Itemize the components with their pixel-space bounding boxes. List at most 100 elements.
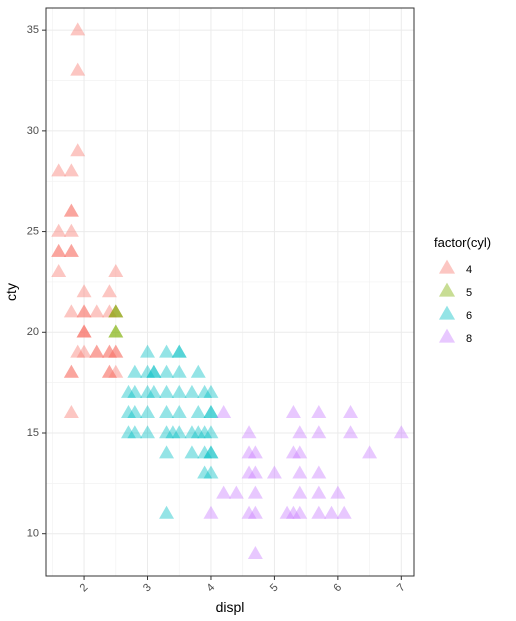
scatter-point-cyl-6 xyxy=(127,364,143,378)
scatter-point-cyl-8 xyxy=(241,465,257,479)
scatter-point-cyl-8 xyxy=(266,465,282,479)
scatter-point-cyl-8 xyxy=(247,445,263,459)
legend-key-background xyxy=(436,280,458,302)
scatter-point-cyl-4 xyxy=(51,243,67,257)
legend-key-background xyxy=(436,257,458,279)
minor-gridlines xyxy=(46,8,414,576)
y-tick-label: 10 xyxy=(27,528,39,540)
scatter-point-cyl-6 xyxy=(140,344,155,358)
scatter-point-cyl-6 xyxy=(190,405,206,419)
scatter-point-cyl-8 xyxy=(311,505,327,519)
scatter-point-cyl-8 xyxy=(343,405,359,419)
scatter-point-cyl-6 xyxy=(140,364,155,378)
scatter-point-cyl-4 xyxy=(101,344,117,358)
legend-label: 6 xyxy=(466,310,472,322)
scatter-point-cyl-8 xyxy=(292,425,308,439)
scatter-point-cyl-6 xyxy=(121,405,136,419)
legend-entries: 4 5 6 8 xyxy=(436,257,472,348)
scatter-point-cyl-4 xyxy=(63,304,79,318)
scatter-point-cyl-6 xyxy=(203,465,219,479)
scatter-point-cyl-8 xyxy=(216,485,232,499)
scatter-point-cyl-4 xyxy=(76,304,92,318)
x-axis-title: displ xyxy=(216,599,245,615)
scatter-point-cyl-4 xyxy=(76,344,92,358)
scatter-point-cyl-4 xyxy=(70,143,86,157)
scatter-point-cyl-5 xyxy=(108,324,124,338)
scatter-point-cyl-8 xyxy=(311,485,327,499)
scatter-point-cyl-4 xyxy=(101,344,117,358)
scatter-point-cyl-6 xyxy=(146,364,162,378)
panel-border xyxy=(45,7,415,577)
scatter-point-cyl-4 xyxy=(63,223,79,237)
scatter-point-cyl-8 xyxy=(311,405,327,419)
scatter-point-cyl-5 xyxy=(108,304,124,318)
scatter-point-cyl-8 xyxy=(343,425,359,439)
scatter-point-cyl-4 xyxy=(63,203,79,217)
scatter-point-cyl-6 xyxy=(190,425,206,439)
scatter-point-cyl-6 xyxy=(203,405,219,419)
scatter-point-cyl-6 xyxy=(197,384,213,398)
scatter-point-cyl-8 xyxy=(292,465,308,479)
scatter-point-cyl-4 xyxy=(108,264,124,278)
scatter-point-cyl-8 xyxy=(311,425,327,439)
scatter-point-cyl-6 xyxy=(184,425,200,439)
scatter-point-cyl-4 xyxy=(76,324,92,338)
scatter-point-cyl-4 xyxy=(70,344,86,358)
y-tick-label: 25 xyxy=(27,225,39,237)
scatter-point-cyl-8 xyxy=(393,425,409,439)
scatter-point-cyl-6 xyxy=(127,405,143,419)
scatter-point-cyl-4 xyxy=(63,203,79,217)
scatter-point-cyl-6 xyxy=(171,425,187,439)
scatter-point-cyl-6 xyxy=(197,465,213,479)
y-tick-label: 35 xyxy=(27,24,39,36)
scatter-point-cyl-8 xyxy=(241,505,257,519)
scatter-point-cyl-6 xyxy=(140,425,155,439)
legend-key-background xyxy=(436,303,458,325)
scatter-point-cyl-5 xyxy=(108,324,124,338)
scatter-point-cyl-6 xyxy=(146,384,162,398)
scatter-point-cyl-4 xyxy=(51,264,67,278)
scatter-point-cyl-6 xyxy=(159,364,175,378)
scatter-point-cyl-6 xyxy=(184,384,200,398)
scatter-point-cyl-8 xyxy=(330,485,346,499)
scatter-point-cyl-4 xyxy=(63,243,79,257)
scatter-point-cyl-4 xyxy=(63,243,79,257)
y-tick-label: 15 xyxy=(27,427,39,439)
scatter-point-cyl-4 xyxy=(51,223,67,237)
scatter-point-cyl-4 xyxy=(70,22,86,36)
scatter-point-cyl-8 xyxy=(285,405,301,419)
scatter-point-cyl-6 xyxy=(127,384,143,398)
scatter-point-cyl-6 xyxy=(203,384,219,398)
scatter-point-cyl-4 xyxy=(76,284,92,298)
scatter-point-cyl-6 xyxy=(159,384,175,398)
scatter-point-cyl-6 xyxy=(203,425,219,439)
scatter-point-cyl-4 xyxy=(51,243,67,257)
data-points xyxy=(51,22,409,560)
scatter-point-cyl-4 xyxy=(101,364,117,378)
scatter-point-cyl-8 xyxy=(203,505,219,519)
legend-label: 8 xyxy=(466,333,472,345)
scatter-point-cyl-4 xyxy=(76,304,92,318)
scatter-point-cyl-4 xyxy=(63,163,79,177)
scatter-point-cyl-8 xyxy=(324,505,339,519)
scatter-point-cyl-8 xyxy=(247,465,263,479)
legend-key-triangle xyxy=(438,328,456,343)
scatter-point-cyl-6 xyxy=(140,405,155,419)
scatter-point-cyl-8 xyxy=(241,425,257,439)
scatter-point-cyl-6 xyxy=(159,405,175,419)
scatter-point-cyl-4 xyxy=(70,62,86,76)
scatter-point-cyl-4 xyxy=(76,324,92,338)
scatter-point-cyl-8 xyxy=(216,405,232,419)
scatter-point-cyl-4 xyxy=(89,304,105,318)
scatter-point-cyl-8 xyxy=(247,505,263,519)
scatter-point-cyl-5 xyxy=(108,304,124,318)
scatter-point-cyl-6 xyxy=(140,384,155,398)
scatter-point-cyl-6 xyxy=(146,364,162,378)
scatter-point-cyl-8 xyxy=(292,505,308,519)
scatter-point-cyl-6 xyxy=(121,425,136,439)
scatter-point-cyl-8 xyxy=(285,505,301,519)
scatter-point-cyl-6 xyxy=(159,445,175,459)
scatter-point-cyl-8 xyxy=(292,485,308,499)
